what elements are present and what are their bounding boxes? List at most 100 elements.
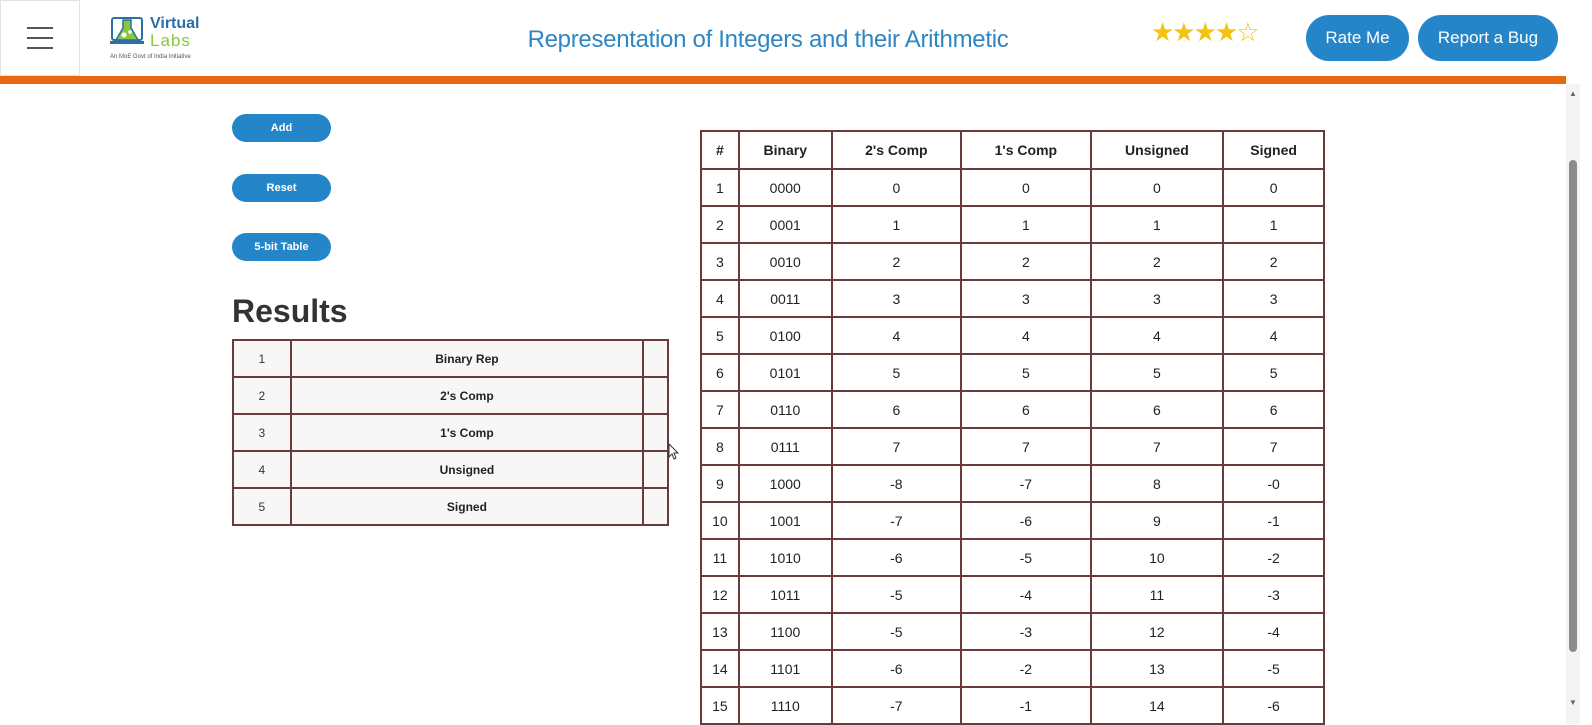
table-cell: 2 — [1089, 242, 1225, 281]
table-cell: 3 — [1089, 279, 1225, 318]
table-cell: 12 — [1089, 612, 1225, 651]
table-cell: 11 — [1089, 575, 1225, 614]
table-cell: 1001 — [737, 501, 833, 540]
table-cell: 14 — [700, 649, 740, 688]
results-row-label: Unsigned — [289, 450, 645, 489]
table-row: 4 0011 3 3 3 3 — [700, 279, 1325, 318]
column-header: Unsigned — [1089, 130, 1225, 170]
table-cell: 5 — [1222, 353, 1325, 392]
results-row-index: 4 — [232, 450, 292, 489]
logo-brand-line1: Virtual — [150, 15, 200, 32]
table-cell: 1 — [960, 205, 1092, 244]
table-cell: 9 — [1089, 501, 1225, 540]
results-row-label: 1's Comp — [289, 413, 645, 452]
table-cell: 8 — [1089, 464, 1225, 503]
table-cell: 1011 — [737, 575, 833, 614]
results-row-value — [642, 339, 669, 378]
rate-me-button[interactable]: Rate Me — [1306, 15, 1409, 61]
table-row: 13 1100 -5 -3 12 -4 — [700, 612, 1325, 651]
table-cell: 5 — [700, 316, 740, 355]
table-cell: 1 — [1089, 205, 1225, 244]
table-cell: 3 — [700, 242, 740, 281]
table-cell: 3 — [830, 279, 963, 318]
table-cell: 1000 — [737, 464, 833, 503]
hamburger-menu-button[interactable] — [0, 0, 80, 76]
table-cell: 11 — [700, 538, 740, 577]
table-row: 7 0110 6 6 6 6 — [700, 390, 1325, 429]
table-cell: 1010 — [737, 538, 833, 577]
table-row: 2 0001 1 1 1 1 — [700, 205, 1325, 244]
table-cell: 2 — [830, 242, 963, 281]
results-row-index: 2 — [232, 376, 292, 415]
table-cell: 0 — [1222, 168, 1325, 207]
results-row-value — [642, 487, 669, 526]
results-row-index: 5 — [232, 487, 292, 526]
results-row-label: Signed — [289, 487, 645, 526]
results-row-value — [642, 450, 669, 489]
table-cell: -7 — [830, 501, 963, 540]
scrollbar-thumb[interactable] — [1569, 160, 1577, 652]
five-bit-table-button[interactable]: 5-bit Table — [232, 233, 331, 261]
table-cell: 1101 — [737, 649, 833, 688]
table-cell: -3 — [960, 612, 1092, 651]
report-bug-button[interactable]: Report a Bug — [1418, 15, 1558, 61]
results-row-index: 3 — [232, 413, 292, 452]
table-cell: 7 — [1222, 427, 1325, 466]
results-row: 4 Unsigned — [232, 450, 669, 489]
table-row: 9 1000 -8 -7 8 -0 — [700, 464, 1325, 503]
table-cell: 7 — [830, 427, 963, 466]
results-heading: Results — [232, 293, 348, 329]
logo-brand-line2: Labs — [150, 31, 191, 50]
table-row: 10 1001 -7 -6 9 -1 — [700, 501, 1325, 540]
table-cell: -7 — [960, 464, 1092, 503]
table-cell: 7 — [960, 427, 1092, 466]
results-table: 1 Binary Rep 2 2's Comp 3 1's Comp 4 Unsigned 5 S… — [232, 339, 669, 526]
scroll-down-arrow-icon[interactable]: ▼ — [1569, 698, 1577, 707]
results-row: 2 2's Comp — [232, 376, 669, 415]
table-cell: 2 — [700, 205, 740, 244]
table-cell: 0111 — [737, 427, 833, 466]
star-rating[interactable]: ★★★★☆ — [1151, 17, 1260, 47]
table-cell: 5 — [1089, 353, 1225, 392]
table-cell: 13 — [700, 612, 740, 651]
table-cell: -5 — [830, 612, 963, 651]
table-cell: -6 — [1222, 686, 1325, 725]
table-cell: 0000 — [737, 168, 833, 207]
column-header: 1's Comp — [960, 130, 1092, 170]
table-cell: -7 — [830, 686, 963, 725]
table-cell: 0101 — [737, 353, 833, 392]
results-row-value — [642, 376, 669, 415]
table-cell: -5 — [830, 575, 963, 614]
table-cell: 1 — [830, 205, 963, 244]
results-row: 1 Binary Rep — [232, 339, 669, 378]
table-row: 15 1110 -7 -1 14 -6 — [700, 686, 1325, 725]
table-cell: -5 — [960, 538, 1092, 577]
table-cell: -8 — [830, 464, 963, 503]
table-cell: 3 — [1222, 279, 1325, 318]
table-cell: 9 — [700, 464, 740, 503]
table-cell: 2 — [960, 242, 1092, 281]
table-cell: 6 — [960, 390, 1092, 429]
table-cell: 15 — [700, 686, 740, 725]
menu-line — [27, 47, 53, 49]
results-row-label: 2's Comp — [289, 376, 645, 415]
table-header-row: # Binary 2's Comp 1's Comp Unsigned Signed — [700, 130, 1325, 170]
reset-button[interactable]: Reset — [232, 174, 331, 202]
table-cell: -6 — [960, 501, 1092, 540]
table-cell: 1 — [700, 168, 740, 207]
table-row: 11 1010 -6 -5 10 -2 — [700, 538, 1325, 577]
menu-line — [27, 37, 53, 39]
table-cell: -2 — [1222, 538, 1325, 577]
add-button[interactable]: Add — [232, 114, 331, 142]
table-row: 3 0010 2 2 2 2 — [700, 242, 1325, 281]
table-cell: -6 — [830, 649, 963, 688]
table-cell: 7 — [1089, 427, 1225, 466]
table-cell: 6 — [1089, 390, 1225, 429]
scroll-up-arrow-icon[interactable]: ▲ — [1569, 89, 1577, 98]
empty-star-icon: ☆ — [1236, 17, 1259, 47]
table-cell: 4 — [960, 316, 1092, 355]
virtual-labs-logo[interactable]: Virtual Labs An MoE Govt of India Initia… — [110, 12, 200, 64]
table-cell: 1110 — [737, 686, 833, 725]
table-cell: -1 — [960, 686, 1092, 725]
table-cell: -5 — [1222, 649, 1325, 688]
